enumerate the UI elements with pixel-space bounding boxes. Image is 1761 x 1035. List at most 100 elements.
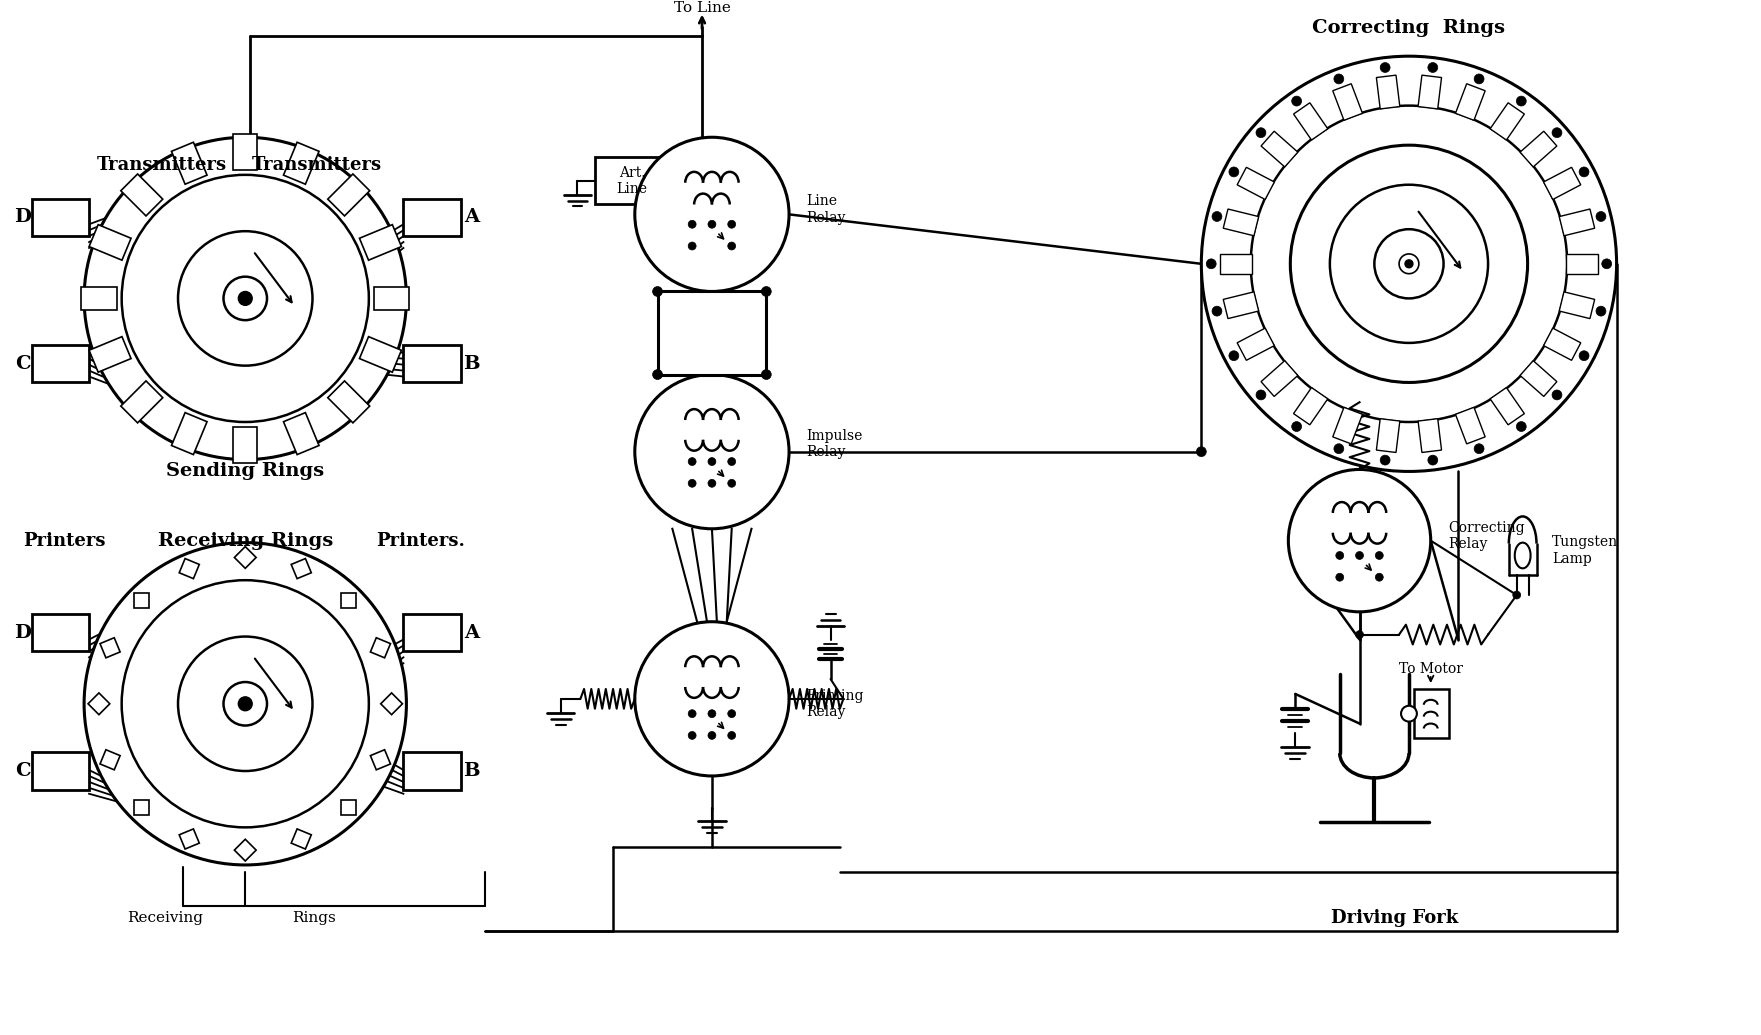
Circle shape — [727, 479, 736, 487]
Circle shape — [1381, 62, 1389, 72]
Text: Printers.: Printers. — [375, 532, 465, 550]
Circle shape — [689, 242, 696, 250]
Circle shape — [1356, 630, 1363, 639]
Polygon shape — [180, 829, 199, 849]
Text: A: A — [465, 208, 479, 227]
Polygon shape — [134, 800, 150, 815]
Polygon shape — [1261, 360, 1298, 396]
Circle shape — [653, 287, 662, 296]
Text: Printing
Relay: Printing Relay — [807, 688, 863, 719]
Text: Tungsten
Lamp: Tungsten Lamp — [1553, 535, 1618, 566]
Circle shape — [1229, 167, 1238, 177]
Polygon shape — [90, 336, 130, 373]
Polygon shape — [1377, 76, 1400, 109]
Circle shape — [1516, 96, 1527, 106]
Circle shape — [761, 287, 771, 296]
Bar — [403, 614, 461, 651]
Polygon shape — [1455, 84, 1485, 120]
Polygon shape — [234, 546, 255, 568]
Circle shape — [1595, 211, 1606, 221]
Polygon shape — [328, 174, 370, 216]
Polygon shape — [1294, 102, 1328, 140]
Circle shape — [708, 220, 717, 228]
Circle shape — [1212, 306, 1222, 316]
Bar — [657, 292, 766, 375]
Bar — [32, 199, 90, 236]
Polygon shape — [1377, 419, 1400, 452]
Text: Art.
Line: Art. Line — [616, 166, 648, 196]
Circle shape — [1381, 455, 1389, 465]
Circle shape — [1551, 127, 1562, 138]
Polygon shape — [373, 287, 409, 310]
Text: B: B — [463, 762, 481, 780]
Text: Sending Rings: Sending Rings — [166, 463, 324, 480]
Circle shape — [1375, 573, 1382, 582]
Circle shape — [178, 231, 312, 365]
Circle shape — [1330, 184, 1488, 343]
Circle shape — [1206, 259, 1217, 269]
Circle shape — [85, 138, 407, 460]
Polygon shape — [1418, 419, 1442, 452]
Polygon shape — [1220, 254, 1252, 273]
Circle shape — [1405, 260, 1412, 268]
Circle shape — [1474, 73, 1485, 84]
Circle shape — [1291, 421, 1301, 432]
Text: Printers: Printers — [23, 532, 106, 550]
Circle shape — [1337, 573, 1344, 582]
Text: Rings: Rings — [292, 912, 336, 925]
Circle shape — [1580, 351, 1588, 360]
Circle shape — [1256, 390, 1266, 400]
Circle shape — [1196, 447, 1206, 456]
Circle shape — [122, 581, 368, 827]
Polygon shape — [180, 559, 199, 579]
Circle shape — [1595, 306, 1606, 316]
Circle shape — [1402, 706, 1418, 721]
Polygon shape — [284, 142, 319, 184]
Polygon shape — [342, 800, 356, 815]
Circle shape — [708, 479, 717, 487]
Circle shape — [634, 622, 789, 776]
Circle shape — [708, 457, 717, 466]
Bar — [403, 752, 461, 790]
Polygon shape — [1261, 131, 1298, 167]
Polygon shape — [1333, 408, 1363, 444]
Polygon shape — [291, 829, 312, 849]
Circle shape — [1256, 127, 1266, 138]
Polygon shape — [122, 381, 162, 423]
Polygon shape — [1558, 292, 1595, 319]
Polygon shape — [171, 142, 208, 184]
Circle shape — [634, 138, 789, 292]
Polygon shape — [342, 593, 356, 608]
Circle shape — [1603, 259, 1611, 269]
Circle shape — [708, 710, 717, 717]
Polygon shape — [1238, 328, 1275, 360]
Circle shape — [1516, 421, 1527, 432]
Polygon shape — [1294, 387, 1328, 424]
Polygon shape — [359, 225, 402, 260]
Text: To Motor: To Motor — [1398, 662, 1463, 676]
Circle shape — [689, 479, 696, 487]
Text: C: C — [16, 762, 30, 780]
Text: Driving Fork: Driving Fork — [1331, 910, 1458, 927]
Circle shape — [1551, 390, 1562, 400]
Bar — [32, 345, 90, 383]
Polygon shape — [234, 135, 257, 170]
Circle shape — [653, 369, 662, 380]
Circle shape — [238, 292, 252, 305]
Circle shape — [85, 542, 407, 865]
Circle shape — [1428, 62, 1437, 72]
Circle shape — [761, 369, 771, 380]
Circle shape — [1212, 211, 1222, 221]
Circle shape — [727, 457, 736, 466]
Circle shape — [708, 732, 717, 739]
Circle shape — [1337, 552, 1344, 560]
Circle shape — [1374, 229, 1444, 298]
Polygon shape — [1224, 209, 1259, 236]
Polygon shape — [234, 839, 255, 861]
Polygon shape — [90, 225, 130, 260]
Polygon shape — [1566, 254, 1597, 273]
Polygon shape — [1455, 408, 1485, 444]
Bar — [595, 157, 669, 205]
Text: Receiving Rings: Receiving Rings — [158, 532, 333, 550]
Polygon shape — [1520, 360, 1557, 396]
